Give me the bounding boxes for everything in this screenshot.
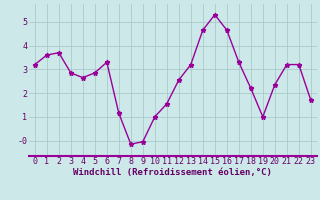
X-axis label: Windchill (Refroidissement éolien,°C): Windchill (Refroidissement éolien,°C) <box>73 168 272 177</box>
